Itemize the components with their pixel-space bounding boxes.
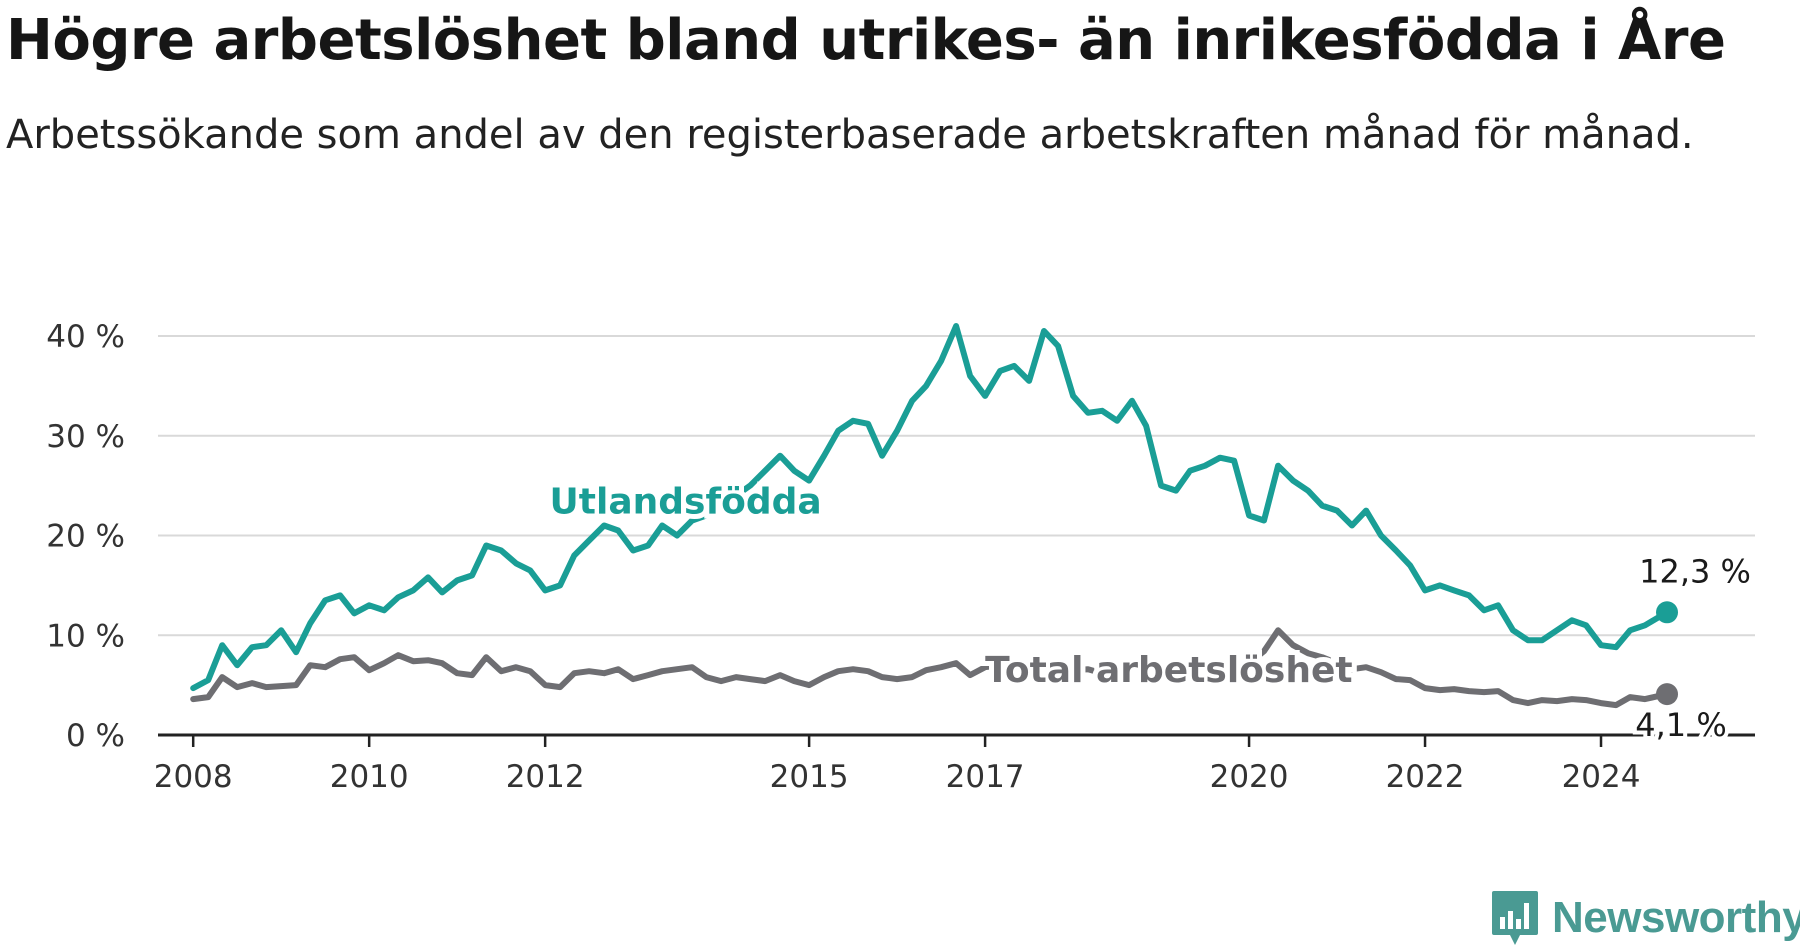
series-line-utlandsfodda [190,323,1670,692]
series-label-total: Total arbetslöshet [985,650,1353,691]
brand-name: Newsworthy [1552,893,1800,942]
x-tick-label: 2012 [506,759,585,795]
x-tick-label: 2017 [946,759,1025,795]
x-tick-label: 2024 [1562,759,1641,795]
x-tick-label: 2015 [770,759,849,795]
newsworthy-logo: Newsworthy [1490,890,1800,946]
end-point-utlandsfodda [1656,601,1679,624]
end-point-total [1656,683,1679,706]
newsworthy-chart-icon [1492,891,1538,945]
end-value-total: 4,1 % [1635,706,1726,744]
x-tick-label: 2022 [1386,759,1465,795]
x-tick-label: 2010 [330,759,409,795]
y-tick-label: 30 % [46,419,125,455]
y-tick-label: 0 % [66,718,125,754]
x-tick-label: 2020 [1210,759,1289,795]
x-axis-ticks: 2008 2010 2012 2015 2017 2020 2022 2024 [154,735,1641,795]
end-value-utlandsfodda: 12,3 % [1639,552,1751,590]
y-tick-label: 40 % [46,319,125,355]
series-line-total [190,627,1670,709]
series-label-utlandsfodda: Utlandsfödda [550,482,822,523]
series-layer [190,323,1679,709]
y-axis-ticks: 0 % 10 % 20 % 30 % 40 % [46,319,125,754]
y-tick-label: 10 % [46,618,125,654]
chart-subtitle: Arbetssökande som andel av den registerb… [6,112,1694,158]
grid-lines [158,335,1755,637]
label-layer: Utlandsfödda Total arbetslöshet 12,3 % 4… [545,477,1751,749]
x-tick-label: 2008 [154,759,233,795]
y-tick-label: 20 % [46,519,125,555]
chart-title: Högre arbetslöshet bland utrikes- än inr… [6,8,1726,73]
